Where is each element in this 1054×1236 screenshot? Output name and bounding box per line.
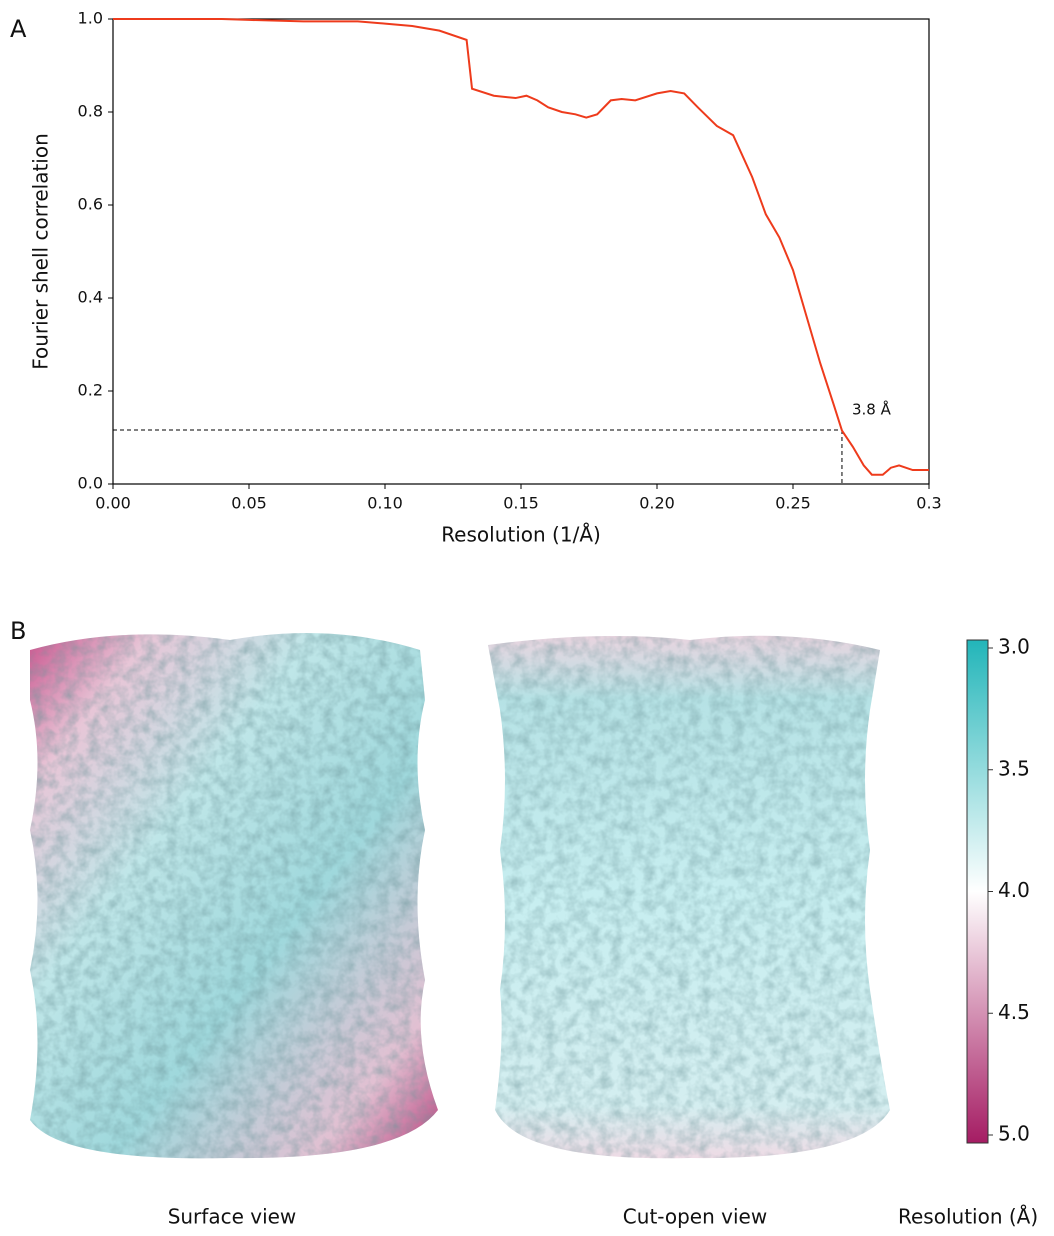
y-tick-label: 0.8 — [78, 102, 103, 121]
annotation: 3.8 Å — [852, 400, 892, 419]
fsc-line — [113, 18, 929, 476]
colorbar-tick-label: 3.5 — [998, 756, 1030, 780]
colorbar-tick-label: 4.0 — [998, 878, 1030, 902]
y-tick-label: 0.0 — [78, 474, 103, 493]
y-axis-label: Fourier shell correlation — [29, 133, 53, 370]
caption: Cut-open view — [623, 1205, 767, 1229]
x-tick-label: 0.3 — [916, 494, 941, 513]
x-tick-label: 0.00 — [95, 494, 131, 513]
colorbar-tick-label: 3.0 — [998, 635, 1030, 659]
y-tick-label: 0.2 — [78, 381, 103, 400]
x-axis-label: Resolution (1/Å) — [441, 523, 601, 547]
colorbar-tick-label: 4.5 — [998, 1000, 1030, 1024]
panel-label: B — [10, 617, 26, 645]
x-tick-label: 0.20 — [639, 494, 675, 513]
x-tick-label: 0.05 — [231, 494, 267, 513]
y-tick-label: 0.4 — [78, 288, 103, 307]
panel-label: A — [10, 15, 27, 43]
y-tick-label: 1.0 — [78, 9, 103, 28]
x-tick-label: 0.10 — [367, 494, 403, 513]
colorbar-tick-label: 5.0 — [998, 1122, 1030, 1146]
x-tick-label: 0.15 — [503, 494, 539, 513]
colorbar — [966, 639, 989, 1144]
cut-open-view-map — [488, 635, 890, 1159]
surface-view-map — [30, 632, 438, 1159]
x-tick-label: 0.25 — [775, 494, 811, 513]
caption: Surface view — [168, 1205, 297, 1229]
y-tick-label: 0.6 — [78, 195, 103, 214]
plot-frame — [112, 18, 930, 485]
colorbar-title: Resolution (Å) — [898, 1205, 1038, 1229]
